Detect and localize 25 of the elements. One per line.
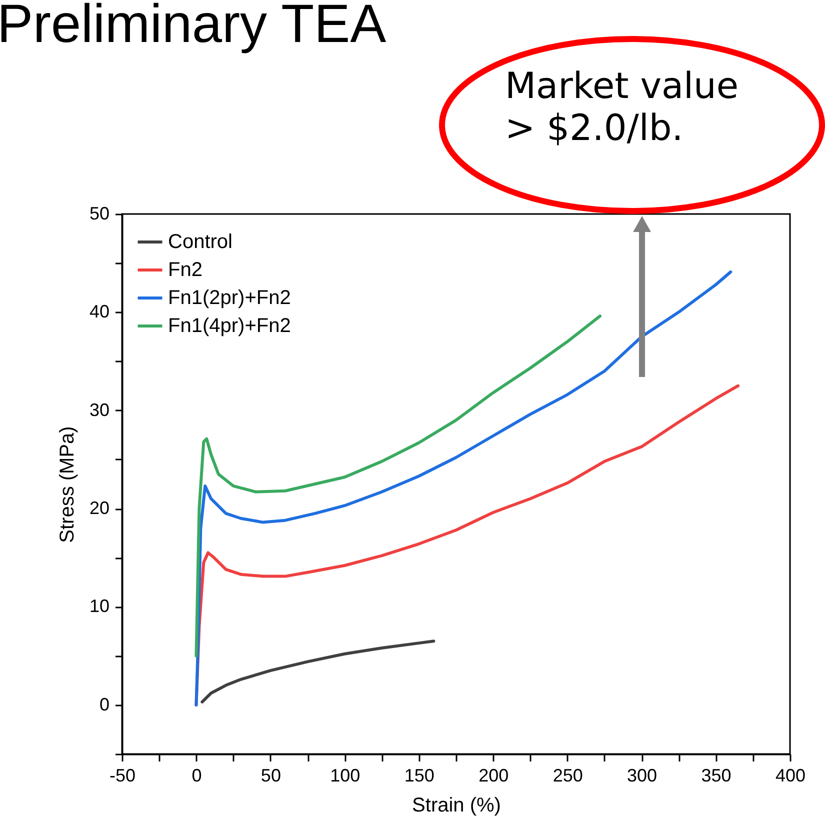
legend-label: Control: [168, 231, 232, 253]
x-axis-title: Strain (%): [412, 794, 501, 816]
y-tick-label: 20: [89, 498, 110, 518]
x-tick-label: 200: [478, 766, 509, 786]
x-tick-label: -50: [109, 766, 136, 786]
text: Market value > $2.0/lb.: [505, 66, 740, 150]
x-tick-label: 0: [192, 766, 202, 786]
legend-label: Fn2: [168, 259, 202, 281]
x-tick-label: 250: [552, 766, 583, 786]
y-tick-label: 0: [99, 694, 110, 714]
x-tick-label: 150: [404, 766, 434, 786]
x-tick-label: 300: [627, 766, 658, 786]
x-tick-label: 100: [330, 766, 360, 786]
y-tick-label: 50: [89, 204, 110, 224]
y-axis-title: Stress (MPa): [56, 426, 78, 543]
x-tick-label: 350: [701, 766, 732, 786]
line-series: [200, 640, 436, 704]
x-tick-label: 50: [260, 766, 281, 786]
chart-title: Preliminary TEA: [0, 0, 386, 54]
legend-label: Fn1(2pr)+Fn2: [168, 287, 291, 309]
y-tick-label: 30: [89, 400, 110, 420]
y-tick-label: 10: [89, 596, 110, 616]
y-tick-label: 40: [89, 302, 110, 322]
x-tick-label: 400: [775, 766, 806, 786]
legend-label: Fn1(4pr)+Fn2: [168, 315, 291, 337]
